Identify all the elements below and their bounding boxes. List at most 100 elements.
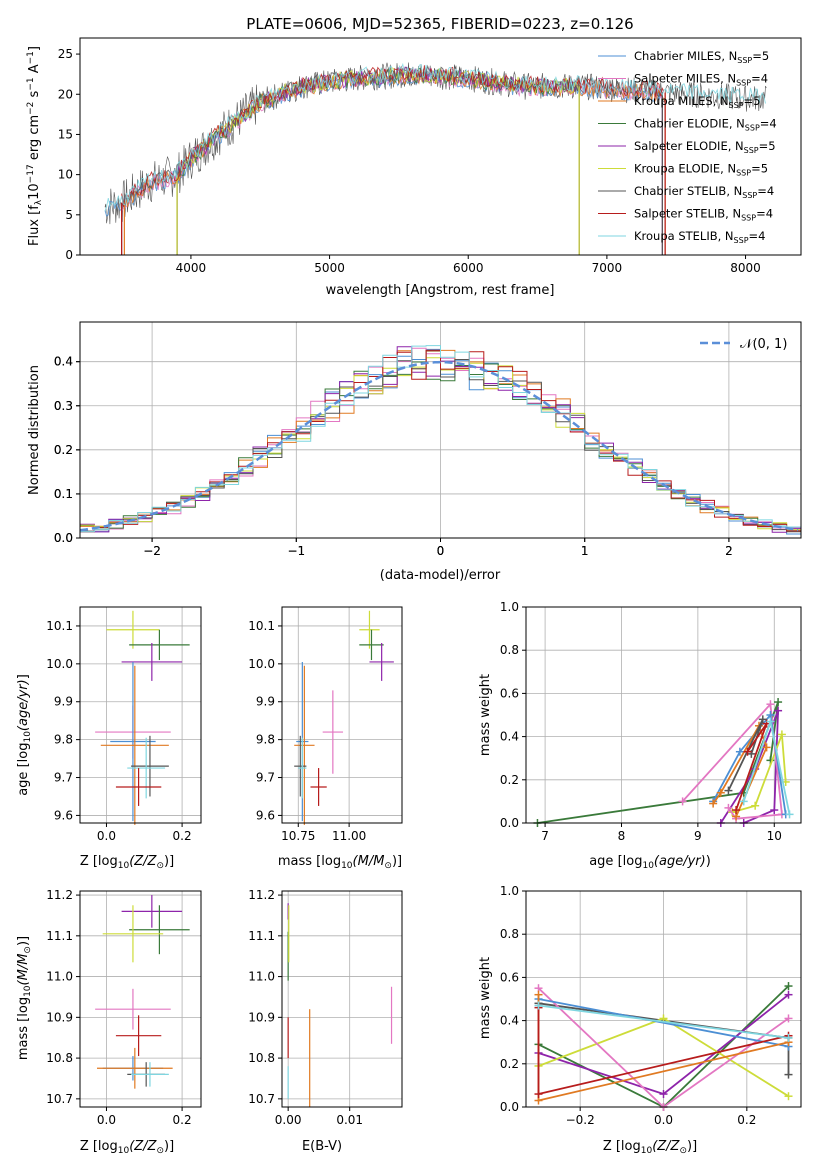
axes-frame bbox=[281, 606, 403, 824]
x-tick-label: −1 bbox=[287, 544, 305, 558]
mass-z-ylabel-math: (M/M bbox=[16, 954, 31, 986]
age-vs-mass-panel: 10.75 11.00 9.6 9.7 9.8 9.9 10.0 10.1 bbox=[248, 606, 403, 843]
spectrum-ylabel-close: ] bbox=[27, 46, 42, 51]
y-tick-label: 10.8 bbox=[46, 1051, 73, 1065]
legend-label-sub: SSP bbox=[734, 236, 749, 245]
y-tick-label: 10.1 bbox=[248, 619, 275, 633]
mass-ebv-xlabel: E(B-V) bbox=[302, 1139, 342, 1154]
weight-series bbox=[732, 734, 787, 814]
age-mass-xlabel-main: mass [log bbox=[278, 854, 341, 869]
age-z-ylabel-close: ] bbox=[16, 674, 31, 679]
y-tick-label: 9.9 bbox=[256, 695, 275, 709]
y-tick-label: 10.1 bbox=[46, 619, 73, 633]
weight-vs-z-panel: −0.2 0.0 0.2 0.0 0.2 0.4 0.6 0.8 1.0 bbox=[500, 884, 802, 1127]
x-tick-label: 7000 bbox=[592, 261, 623, 275]
x-tick-label: 0.2 bbox=[737, 1113, 756, 1127]
spectrum-ylabel-lambda: λ bbox=[34, 199, 44, 205]
legend-label: Salpeter MILES, NSSP=4 bbox=[634, 72, 768, 88]
age-z-ylabel-sub: 10 bbox=[23, 731, 33, 743]
y-tick-label: 0.6 bbox=[500, 970, 519, 984]
spectrum-ylabel-exp4: −1 bbox=[26, 51, 36, 64]
legend-label-suffix: =5 bbox=[759, 139, 776, 153]
mass-z-xlabel-math: (Z/Z bbox=[129, 1139, 157, 1154]
y-tick-label: 0.0 bbox=[500, 1100, 519, 1114]
age-z-xlabel-sub: 10 bbox=[118, 861, 130, 871]
model-line bbox=[104, 62, 766, 212]
age-z-xlabel-math: (Z/Z bbox=[129, 854, 157, 869]
y-tick-label: 10.0 bbox=[46, 657, 73, 671]
weight-age-xlabel-sub: 10 bbox=[642, 861, 654, 871]
y-tick-label: 11.2 bbox=[46, 888, 73, 902]
age-z-ylabel: age [log10(age/yr)] bbox=[16, 674, 33, 796]
y-tick-label: 11.1 bbox=[46, 929, 73, 943]
legend-label-suffix: =4 bbox=[760, 117, 777, 131]
y-tick-label: 1.0 bbox=[500, 600, 519, 614]
weight-z-xlabel-main: Z [log bbox=[603, 1139, 641, 1154]
weight-z-xlabel-math: (Z/Z bbox=[652, 1139, 680, 1154]
legend-label: Chabrier ELODIE, NSSP=4 bbox=[634, 117, 777, 133]
legend-label: Chabrier MILES, NSSP=5 bbox=[634, 49, 769, 65]
legend-label-sub: SSP bbox=[737, 56, 752, 65]
x-tick-label: 0 bbox=[437, 544, 445, 558]
residual-xlabel: (data-model)/error bbox=[380, 568, 501, 583]
x-tick-label: −2 bbox=[143, 544, 161, 558]
legend-label-sub: SSP bbox=[742, 191, 757, 200]
legend-label: Kroupa MILES, NSSP=5 bbox=[634, 94, 760, 110]
age-mass-xlabel-sun: ⊙ bbox=[384, 861, 392, 871]
y-tick-label: 0.2 bbox=[500, 773, 519, 787]
x-tick-label: 0.01 bbox=[336, 1113, 363, 1127]
x-tick-label: 0.0 bbox=[97, 829, 116, 843]
histogram-series bbox=[80, 361, 801, 532]
spectrum-xlabel: wavelength [Angstrom, rest frame] bbox=[326, 283, 555, 298]
legend-label-text: Chabrier STELIB, N bbox=[634, 184, 742, 198]
y-tick-label: 10.8 bbox=[248, 1051, 275, 1065]
residual-panel: −2 −1 0 1 2 0.0 0.1 0.2 0.3 0.4 −2 −1 0 1 2 0.0 0.1 0.2 0… bbox=[27, 321, 802, 583]
y-tick-label: 20 bbox=[58, 87, 73, 101]
mass-z-xlabel: Z [log10(Z/Z⊙)] bbox=[80, 1139, 174, 1156]
mass-vs-z-panel: 0.0 0.2 10.7 10.8 10.9 11.0 11.1 11.2 bbox=[46, 888, 202, 1127]
weight-series bbox=[712, 723, 768, 817]
y-tick-label: 0.2 bbox=[54, 443, 73, 457]
legend-label-suffix: =5 bbox=[752, 49, 769, 63]
x-tick-label: 8 bbox=[618, 829, 626, 843]
spectrum-ylabel-main: Flux [f bbox=[27, 205, 42, 246]
age-z-xlabel: Z [log10(Z/Z⊙)] bbox=[80, 854, 174, 871]
residual-legend: 𝒩(0, 1) bbox=[700, 337, 787, 352]
legend-label-sub: SSP bbox=[736, 79, 751, 88]
x-tick-label: 10.75 bbox=[281, 829, 315, 843]
weight-z-xlabel: Z [log10(Z/Z⊙)] bbox=[603, 1139, 697, 1156]
spectrum-ylabel: Flux [fλ10−17 erg cm−2 s−1 A−1] bbox=[26, 46, 44, 246]
y-tick-label: 0.3 bbox=[54, 399, 73, 413]
legend-label-suffix: =5 bbox=[744, 94, 761, 108]
axes-frame bbox=[525, 890, 802, 1108]
y-tick-label: 10 bbox=[58, 168, 73, 182]
weight-z-xlabel-close: )] bbox=[687, 1139, 697, 1154]
x-tick-label: 1 bbox=[581, 544, 589, 558]
legend-label-text: Salpeter MILES, N bbox=[634, 72, 736, 86]
spectrum-axes-frame bbox=[79, 37, 802, 256]
y-tick-label: 10.9 bbox=[46, 1010, 73, 1024]
y-tick-label: 25 bbox=[58, 47, 73, 61]
age-mass-xlabel-math: (M/M bbox=[353, 854, 385, 869]
legend-label: Chabrier STELIB, NSSP=4 bbox=[634, 184, 774, 200]
age-z-ylabel-math: (age/yr) bbox=[16, 679, 31, 731]
x-tick-label: 0.2 bbox=[173, 1113, 192, 1127]
y-tick-label: 0.4 bbox=[500, 730, 519, 744]
x-tick-label: 4000 bbox=[176, 261, 207, 275]
weight-age-xlabel: age [log10(age/yr)) bbox=[589, 854, 711, 871]
mass-z-xlabel-close: )] bbox=[164, 1139, 174, 1154]
axes-frame bbox=[525, 606, 802, 824]
legend-label-text: Chabrier ELODIE, N bbox=[634, 117, 745, 131]
residual-ticks: −2 −1 0 1 2 0.0 0.1 0.2 0.3 0.4 bbox=[54, 355, 733, 558]
weight-z-xlabel-sub: 10 bbox=[641, 1146, 653, 1156]
age-vs-z-panel: 0.0 0.2 9.6 9.7 9.8 9.9 10.0 10.1 bbox=[46, 606, 202, 843]
x-tick-label: 6000 bbox=[453, 261, 484, 275]
x-tick-label: 0.00 bbox=[275, 1113, 302, 1127]
y-tick-label: 0.8 bbox=[500, 643, 519, 657]
y-tick-label: 0 bbox=[65, 248, 73, 262]
weight-vs-age-panel: 7 8 9 10 0.0 0.2 0.4 0.6 0.8 1.0 bbox=[500, 600, 802, 843]
residual-legend-label: 𝒩(0, 1) bbox=[740, 337, 787, 352]
y-tick-label: 0.8 bbox=[500, 927, 519, 941]
legend-label-suffix: =4 bbox=[756, 207, 773, 221]
y-tick-label: 0.1 bbox=[54, 487, 73, 501]
